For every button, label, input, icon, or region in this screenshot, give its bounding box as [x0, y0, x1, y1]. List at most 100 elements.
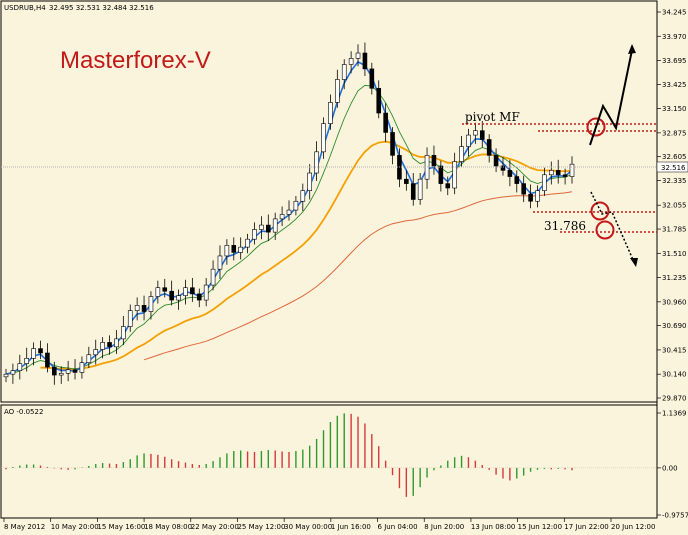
support-value-label: 31.786	[544, 219, 586, 233]
candle-body	[466, 134, 471, 147]
candle-body	[238, 246, 243, 253]
candle-body	[65, 369, 71, 374]
pivot-label: pivot MF	[465, 110, 520, 124]
price-tick-label: 33.970	[662, 33, 687, 41]
ao-histogram: 1.1369 0.00 -0.9757	[1, 410, 688, 520]
bullish-scenario-arrow	[589, 49, 633, 146]
candle-body	[341, 64, 347, 80]
candle-body	[486, 139, 492, 156]
candle-body	[493, 155, 499, 167]
candle-body	[410, 183, 416, 200]
candle-body	[176, 295, 181, 301]
ma-long-line	[143, 191, 573, 361]
candle-body	[445, 183, 451, 189]
candle-body	[362, 52, 368, 70]
bearish-scenario-arrow	[590, 191, 635, 263]
bullish-arrow-head	[628, 44, 636, 54]
ao-tick-label: 1.1369	[662, 410, 687, 418]
time-tick-label: 8 Jun 20:00	[424, 523, 464, 531]
price-tick-label: 31.785	[662, 226, 687, 234]
price-tick-label: 32.605	[662, 153, 687, 161]
candle-body	[328, 102, 333, 124]
brand-label: Masterforex-V	[60, 47, 211, 74]
candle-body	[348, 58, 354, 65]
candle-body	[245, 238, 250, 248]
candle-body	[162, 287, 168, 292]
candle-body	[307, 172, 313, 191]
candle-body	[569, 163, 575, 177]
candle-body	[321, 123, 326, 153]
candle-body	[183, 287, 188, 296]
time-tick-label: 1 Jun 16:00	[331, 523, 371, 531]
candle-body	[79, 362, 85, 373]
candle-body	[528, 193, 533, 202]
candle-body	[265, 224, 271, 233]
candle-body	[355, 52, 361, 59]
candle-body	[134, 305, 140, 311]
oscillator-header: AO -0.0522	[4, 408, 43, 416]
candle-body	[114, 338, 119, 348]
price-tick-label: 30.690	[662, 322, 687, 330]
oscillator-panel	[0, 404, 658, 519]
candle-body	[314, 151, 319, 174]
price-tick-label: 29.870	[662, 395, 687, 403]
price-tick-label: 33.425	[662, 81, 687, 89]
candle-body	[514, 176, 520, 184]
candle-body	[500, 165, 506, 171]
price-axis-labels: 34.245 33.970 33.695 33.425 33.150 32.875 32.6…	[657, 9, 687, 403]
candle-body	[376, 88, 382, 114]
candle-body	[148, 296, 154, 312]
candle-body	[548, 170, 554, 176]
candle-body	[224, 245, 230, 257]
candle-body	[190, 287, 195, 295]
candle-body	[3, 373, 9, 378]
candle-body	[369, 68, 375, 89]
candle-body	[72, 369, 78, 373]
current-price-tag	[656, 161, 688, 173]
candle-body	[100, 342, 105, 350]
time-tick-label: 8 May 2012	[4, 523, 45, 531]
time-tick-label: 17 Jun 22:00	[564, 523, 608, 531]
price-tick-label: 30.140	[662, 371, 687, 379]
candle-body	[86, 354, 92, 364]
support-circle	[590, 201, 610, 221]
candle-body	[452, 161, 457, 189]
candle-body	[127, 310, 133, 327]
candle-body	[431, 155, 437, 167]
candle-body	[196, 293, 202, 301]
ma-slow-line	[40, 140, 573, 371]
current-price-label: 32.516	[661, 164, 686, 172]
price-tick-label: 34.245	[662, 9, 687, 17]
ma-mid-line	[5, 84, 573, 375]
candle-body	[58, 372, 64, 376]
ao-tick-label: 0.00	[662, 464, 678, 472]
ohlc-values: 32.495 32.531 32.484 32.516	[49, 4, 154, 12]
candle-body	[155, 287, 161, 297]
candle-body	[24, 357, 30, 364]
price-tick-label: 30.960	[662, 298, 687, 306]
time-tick-label: 13 Jun 08:00	[471, 523, 515, 531]
support-circle-2	[595, 220, 615, 240]
candle-body	[10, 370, 16, 375]
time-tick-label: 10 May 20:00	[51, 523, 99, 531]
candle-body	[562, 174, 568, 177]
candle-body	[259, 224, 264, 230]
candles	[3, 42, 575, 385]
candle-body	[252, 229, 257, 240]
candle-body	[203, 284, 209, 301]
time-tick-label: 22 May 20:00	[191, 523, 239, 531]
time-tick-label: 20 Jun 12:00	[611, 523, 655, 531]
price-tick-label: 30.415	[662, 346, 687, 354]
candle-body	[438, 165, 444, 184]
candle-body	[231, 245, 237, 253]
breakout-circle	[586, 117, 606, 137]
candle-body	[169, 290, 174, 301]
candle-body	[335, 79, 340, 103]
candle-body	[17, 363, 23, 371]
time-tick-label: 25 May 12:00	[237, 523, 285, 531]
candle-body	[390, 132, 395, 156]
price-tick-label: 31.235	[662, 274, 687, 282]
candle-body	[293, 200, 299, 211]
